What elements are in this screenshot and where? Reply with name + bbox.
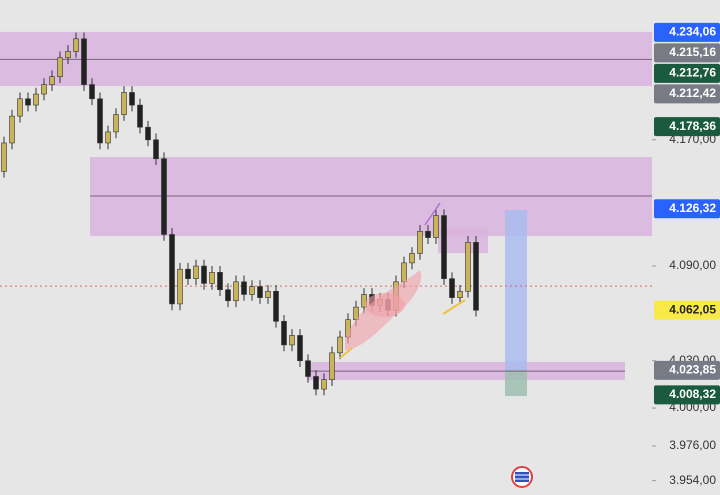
candle-body <box>305 360 311 377</box>
candle-body <box>113 114 119 133</box>
candle-body <box>81 38 87 85</box>
candle-body <box>185 268 191 279</box>
candle-body <box>433 215 439 238</box>
candle-body <box>73 38 79 52</box>
candle-body <box>449 278 455 298</box>
candle-body <box>321 379 327 390</box>
candle-body <box>265 290 271 298</box>
price-badge <box>654 300 720 320</box>
candle-body <box>49 76 55 85</box>
candle-body <box>409 253 415 264</box>
candle-body <box>241 281 247 295</box>
candle-body <box>33 93 39 106</box>
price-badge <box>654 360 720 380</box>
price-badge <box>654 84 720 104</box>
price-badge <box>654 43 720 63</box>
price-badge-label: 4.212,42 <box>669 86 716 100</box>
price-badge-label: 4.062,05 <box>669 302 716 316</box>
candle-body <box>193 265 199 279</box>
candle-body <box>65 51 71 59</box>
candle-body <box>257 286 263 298</box>
candle-body <box>401 262 407 283</box>
candle-body <box>161 158 167 235</box>
candle-body <box>57 57 63 77</box>
candle-body <box>297 335 303 362</box>
candle-body <box>129 92 135 106</box>
price-badge <box>654 63 720 83</box>
candle-body <box>25 98 31 106</box>
candle-body <box>233 281 239 302</box>
price-badge <box>654 199 720 219</box>
price-badge-label: 4.008,32 <box>669 387 716 401</box>
price-badge-label: 4.023,85 <box>669 363 716 377</box>
drawings <box>339 202 533 488</box>
price-badge-label: 4.212,76 <box>669 66 716 80</box>
y-tick-label: 3.976,00 <box>669 438 716 452</box>
candle-body <box>105 131 111 144</box>
candle-body <box>9 115 15 144</box>
zone <box>90 157 652 237</box>
candle-body <box>329 352 335 380</box>
candle-body <box>425 231 431 238</box>
candle-body <box>457 290 463 298</box>
candle-body <box>281 320 287 346</box>
y-tick-label: 4.090,00 <box>669 258 716 272</box>
candle-body <box>177 268 183 305</box>
candle-body <box>41 84 47 95</box>
candle-body <box>225 289 231 302</box>
candle-body <box>1 142 7 172</box>
candle-body <box>273 290 279 322</box>
candle-body <box>217 272 223 291</box>
candle-body <box>201 265 207 284</box>
candle-body <box>441 215 447 279</box>
candle-body <box>249 286 255 295</box>
price-badge <box>654 22 720 42</box>
candle-body <box>97 98 103 144</box>
candle-body <box>145 126 151 141</box>
candle-body <box>417 231 423 254</box>
price-badge-label: 4.126,32 <box>669 201 716 215</box>
price-badge <box>654 385 720 405</box>
price-badge <box>654 117 720 137</box>
candle-body <box>89 84 95 100</box>
candle-body <box>289 335 295 346</box>
candle-body <box>121 92 127 115</box>
candle-body <box>209 272 215 284</box>
candle-body <box>313 376 319 390</box>
y-tick-label: 3.954,00 <box>669 473 716 487</box>
zone <box>505 210 527 371</box>
candle-body <box>169 234 175 305</box>
candle-body <box>473 242 479 311</box>
candle-body <box>137 104 143 128</box>
candle-body <box>465 242 471 292</box>
zone <box>505 370 527 397</box>
candle-body <box>337 336 343 354</box>
price-badge-label: 4.178,36 <box>669 119 716 133</box>
price-badge-label: 4.215,16 <box>669 45 716 59</box>
price-badge-label: 4.234,06 <box>669 25 716 39</box>
candle-body <box>17 98 23 117</box>
candle-body <box>153 139 159 160</box>
